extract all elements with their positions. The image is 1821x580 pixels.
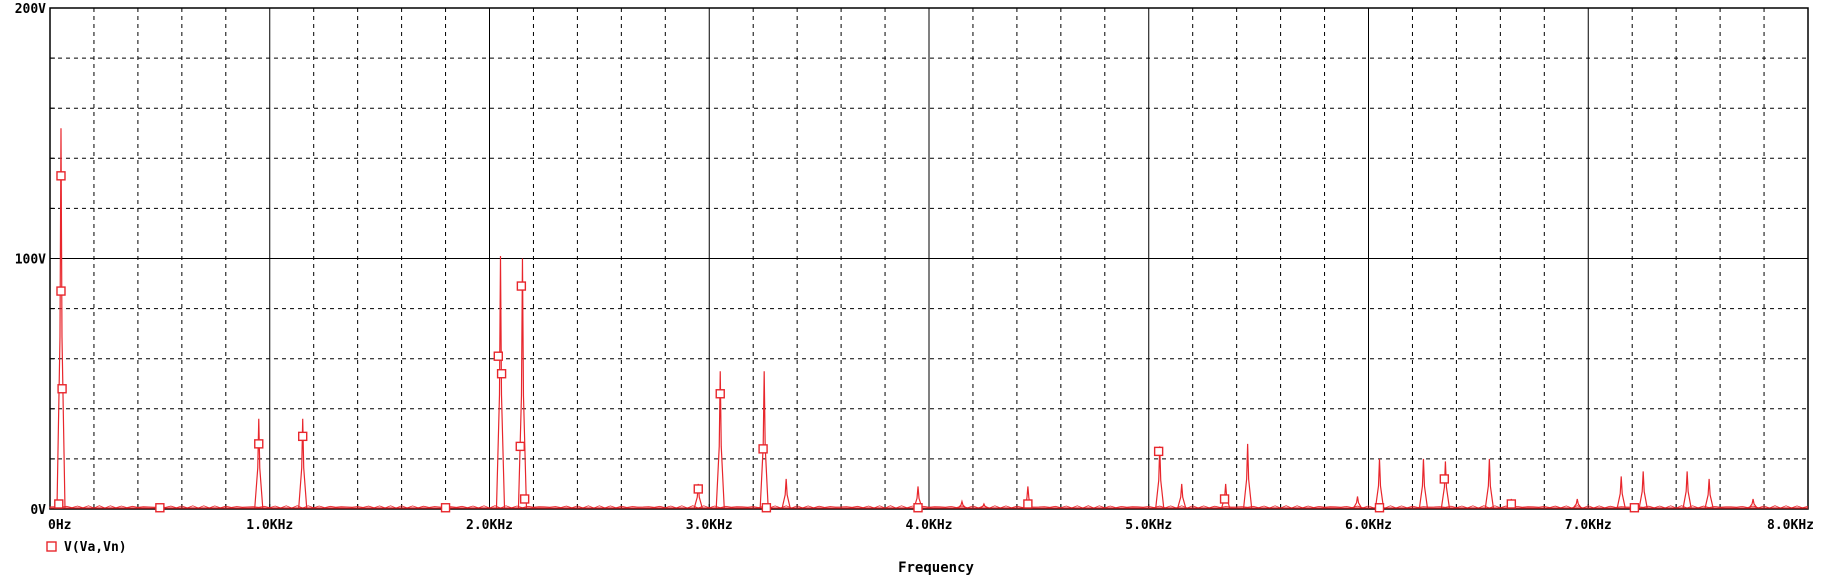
series-peak xyxy=(1682,471,1692,509)
legend-marker-square xyxy=(46,541,57,552)
series-marker xyxy=(493,351,503,361)
series-marker xyxy=(761,503,772,513)
y-tick-label: 200V xyxy=(15,2,46,17)
series-peak xyxy=(254,418,264,509)
x-tick-label: 2.0KHz xyxy=(466,518,513,533)
grid xyxy=(50,8,1808,509)
series-marker xyxy=(758,444,768,454)
series-peak xyxy=(1616,476,1626,509)
series-peak xyxy=(781,478,791,509)
series-peak xyxy=(517,258,528,509)
series-marker xyxy=(1374,503,1385,513)
series-marker xyxy=(298,431,308,442)
x-axis-title: Frequency xyxy=(898,560,974,576)
x-tick-label: 0Hz xyxy=(48,518,71,533)
y-tick-label: 100V xyxy=(15,253,46,268)
series-marker xyxy=(913,503,923,513)
series-marker xyxy=(1629,503,1640,513)
series-marker xyxy=(54,499,64,509)
y-tick-label: 0V xyxy=(30,503,46,518)
x-tick-label: 4.0KHz xyxy=(906,518,953,533)
x-tick-label: 6.0KHz xyxy=(1345,518,1392,533)
series-marker xyxy=(56,286,66,296)
series-marker xyxy=(56,171,66,181)
series-marker xyxy=(715,389,725,399)
series-marker xyxy=(693,484,703,494)
series-marker xyxy=(1153,446,1164,457)
series-peak xyxy=(56,128,66,509)
tick-labels: 0Hz 1.0KHz 2.0KHz 3.0KHz 4.0KHz 5.0KHz 6.0KHz 7… xyxy=(15,2,1814,533)
series-marker xyxy=(254,439,264,449)
series-marker xyxy=(1506,499,1517,509)
series-peak xyxy=(298,418,308,509)
series-marker xyxy=(519,494,530,504)
series-marker xyxy=(516,281,527,291)
series-marker xyxy=(496,369,507,379)
series-peak xyxy=(913,486,923,509)
series-peak xyxy=(1484,458,1494,509)
series-peak xyxy=(1704,478,1714,509)
x-tick-label: 8.0KHz xyxy=(1767,518,1814,533)
series-peak xyxy=(693,483,703,509)
series-peak xyxy=(1374,458,1385,509)
series-marker xyxy=(1439,474,1450,484)
series-marker xyxy=(515,441,525,452)
series-peak xyxy=(715,371,725,509)
series-peak xyxy=(1177,483,1187,509)
series-peak xyxy=(1155,446,1165,509)
series-peak xyxy=(759,371,769,509)
series-marker xyxy=(155,503,165,513)
series-peak xyxy=(1352,496,1363,509)
x-tick-label: 7.0KHz xyxy=(1565,518,1612,533)
series-marker xyxy=(57,384,67,394)
x-tick-label: 1.0KHz xyxy=(246,518,293,533)
series-marker xyxy=(1023,499,1033,509)
series-marker xyxy=(440,503,451,513)
series-peak xyxy=(1243,443,1253,509)
series-peak xyxy=(1748,498,1758,509)
series-peak xyxy=(495,255,506,509)
series-peak xyxy=(1440,461,1451,509)
series-peak xyxy=(957,499,967,509)
series-v-va-vn xyxy=(49,128,1809,513)
series-peak xyxy=(1418,458,1429,509)
series-peak xyxy=(1638,471,1648,509)
x-tick-label: 3.0KHz xyxy=(686,518,733,533)
legend-label: V(Va,Vn) xyxy=(64,540,127,555)
legend: V(Va,Vn) xyxy=(46,540,127,555)
series-peak xyxy=(1572,498,1582,509)
x-tick-label: 5.0KHz xyxy=(1125,518,1172,533)
series-peak xyxy=(979,502,989,509)
series-marker xyxy=(1219,494,1230,504)
